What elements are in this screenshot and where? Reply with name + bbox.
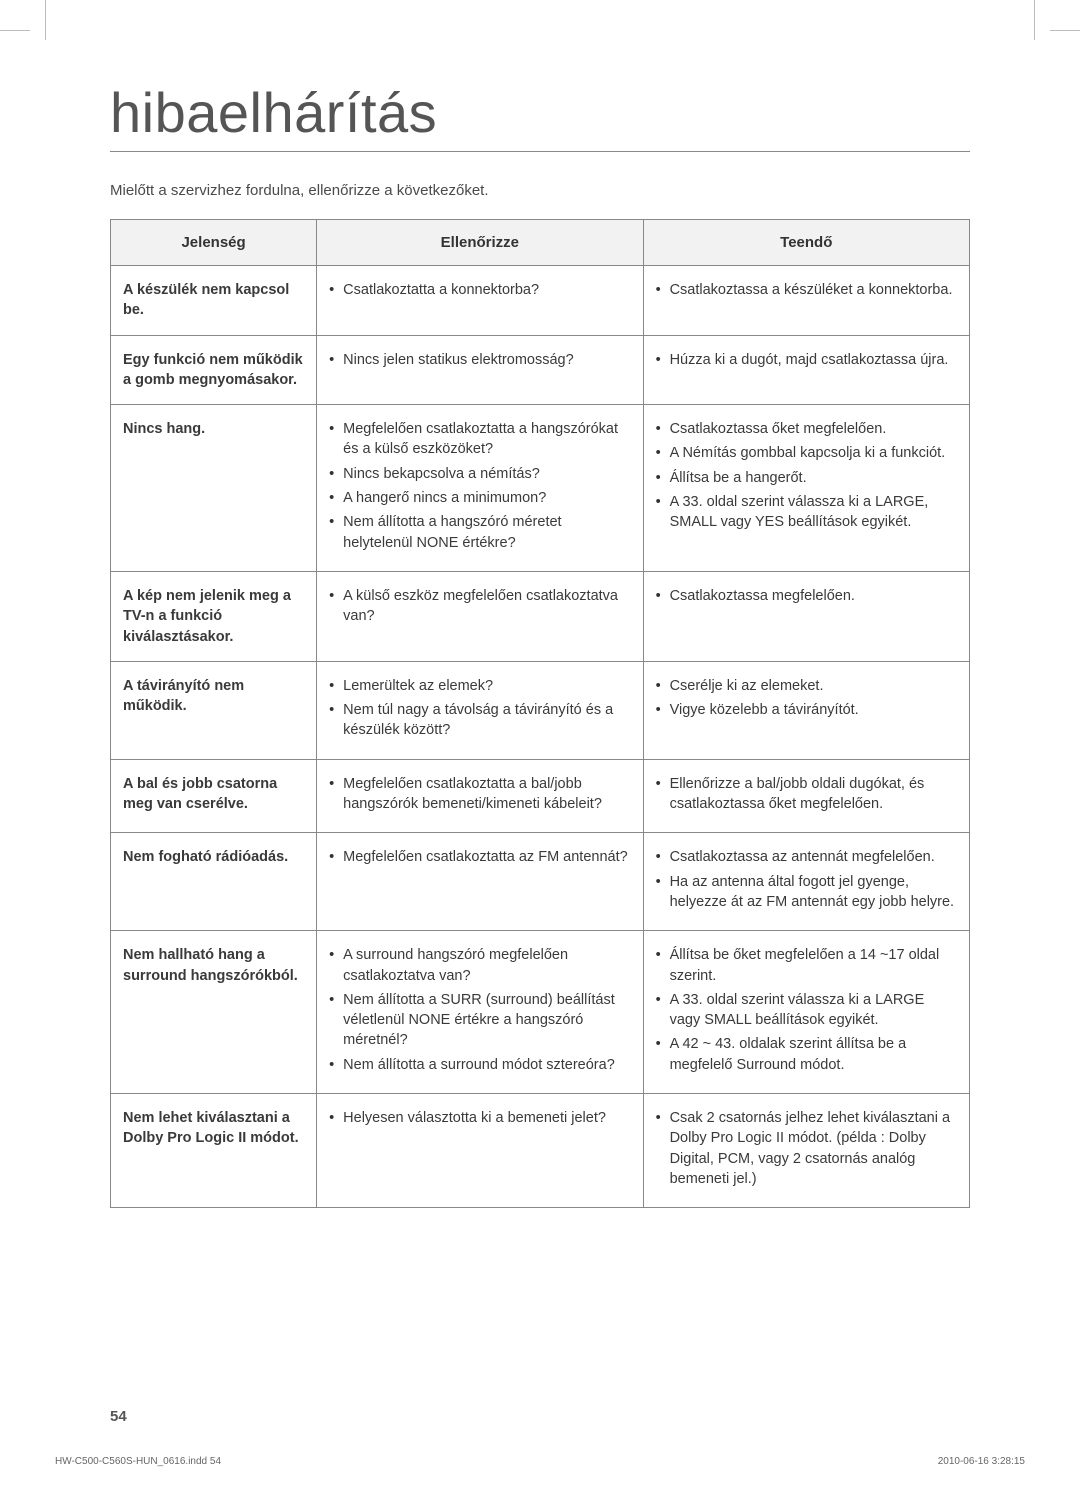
- table-row: Nem fogható rádióadás. Megfelelően csatla…: [111, 833, 970, 931]
- action-cell: Állítsa be őket megfelelően a 14 ~17 old…: [643, 931, 969, 1094]
- action-item: A Némítás gombbal kapcsolja ki a funkció…: [656, 443, 957, 463]
- action-item: Állítsa be őket megfelelően a 14 ~17 old…: [656, 945, 957, 986]
- action-item: Ellenőrizze a bal/jobb oldali dugókat, é…: [656, 774, 957, 815]
- table-row: A kép nem jelenik meg a TV-n a funkció k…: [111, 571, 970, 661]
- check-item: Nem állította a surround módot sztereóra…: [329, 1055, 630, 1075]
- symptom-cell: Nem fogható rádióadás.: [111, 833, 317, 931]
- column-header-symptom: Jelenség: [111, 220, 317, 266]
- column-header-action: Teendő: [643, 220, 969, 266]
- check-item: Lemerültek az elemek?: [329, 676, 630, 696]
- action-cell: Csak 2 csatornás jelhez lehet kiválaszta…: [643, 1094, 969, 1208]
- action-cell: Ellenőrizze a bal/jobb oldali dugókat, é…: [643, 759, 969, 833]
- action-item: Ha az antenna által fogott jel gyenge, h…: [656, 872, 957, 913]
- check-item: Megfelelően csatlakoztatta az FM antenná…: [329, 847, 630, 867]
- action-item: Csatlakoztassa a készüléket a konnektorb…: [656, 280, 957, 300]
- check-cell: Nincs jelen statikus elektromosság?: [317, 335, 643, 405]
- symptom-cell: A bal és jobb csatorna meg van cserélve.: [111, 759, 317, 833]
- check-item: Megfelelően csatlakoztatta a hangszóróka…: [329, 419, 630, 460]
- check-cell: A külső eszköz megfelelően csatlakoztatv…: [317, 571, 643, 661]
- column-header-check: Ellenőrizze: [317, 220, 643, 266]
- check-item: Nem állította a SURR (surround) beállítá…: [329, 990, 630, 1051]
- symptom-cell: A távirányító nem működik.: [111, 661, 317, 759]
- check-cell: A surround hangszóró megfelelően csatlak…: [317, 931, 643, 1094]
- crop-mark: [45, 0, 46, 40]
- check-cell: Megfelelően csatlakoztatta az FM antenná…: [317, 833, 643, 931]
- footer-filename: HW-C500-C560S-HUN_0616.indd 54: [55, 1456, 221, 1467]
- check-item: Helyesen választotta ki a bemeneti jelet…: [329, 1108, 630, 1128]
- page-title: hibaelhárítás: [110, 80, 970, 152]
- action-item: Cserélje ki az elemeket.: [656, 676, 957, 696]
- check-item: Nem állította a hangszóró méretet helyte…: [329, 512, 630, 553]
- action-item: Állítsa be a hangerőt.: [656, 468, 957, 488]
- check-item: Nincs bekapcsolva a némítás?: [329, 464, 630, 484]
- action-item: A 33. oldal szerint válassza ki a LARGE …: [656, 990, 957, 1031]
- check-cell: Lemerültek az elemek? Nem túl nagy a távo…: [317, 661, 643, 759]
- symptom-cell: Nem lehet kiválasztani a Dolby Pro Logic…: [111, 1094, 317, 1208]
- action-cell: Csatlakoztassa a készüléket a konnektorb…: [643, 266, 969, 336]
- action-item: Vigye közelebb a távirányítót.: [656, 700, 957, 720]
- table-row: Nincs hang. Megfelelően csatlakoztatta a …: [111, 405, 970, 572]
- table-row: Egy funkció nem működik a gomb megnyomás…: [111, 335, 970, 405]
- crop-mark: [1050, 30, 1080, 31]
- check-item: Nincs jelen statikus elektromosság?: [329, 350, 630, 370]
- action-cell: Csatlakoztassa megfelelően.: [643, 571, 969, 661]
- symptom-cell: Nem hallható hang a surround hangszórókb…: [111, 931, 317, 1094]
- check-item: Megfelelően csatlakoztatta a bal/jobb ha…: [329, 774, 630, 815]
- troubleshoot-table: Jelenség Ellenőrizze Teendő A készülék n…: [110, 219, 970, 1208]
- action-item: A 33. oldal szerint válassza ki a LARGE,…: [656, 492, 957, 533]
- symptom-cell: A kép nem jelenik meg a TV-n a funkció k…: [111, 571, 317, 661]
- check-cell: Helyesen választotta ki a bemeneti jelet…: [317, 1094, 643, 1208]
- check-cell: Megfelelően csatlakoztatta a hangszóróka…: [317, 405, 643, 572]
- action-item: Csatlakoztassa őket megfelelően.: [656, 419, 957, 439]
- check-cell: Megfelelően csatlakoztatta a bal/jobb ha…: [317, 759, 643, 833]
- symptom-cell: Egy funkció nem működik a gomb megnyomás…: [111, 335, 317, 405]
- table-row: Nem lehet kiválasztani a Dolby Pro Logic…: [111, 1094, 970, 1208]
- table-row: A távirányító nem működik.Lemerültek az …: [111, 661, 970, 759]
- symptom-cell: A készülék nem kapcsol be.: [111, 266, 317, 336]
- check-item: A surround hangszóró megfelelően csatlak…: [329, 945, 630, 986]
- intro-text: Mielőtt a szervizhez fordulna, ellenőriz…: [110, 182, 970, 199]
- table-row: A bal és jobb csatorna meg van cserélve.…: [111, 759, 970, 833]
- action-item: Húzza ki a dugót, majd csatlakoztassa új…: [656, 350, 957, 370]
- table-header-row: Jelenség Ellenőrizze Teendő: [111, 220, 970, 266]
- check-item: Csatlakoztatta a konnektorba?: [329, 280, 630, 300]
- action-cell: Csatlakoztassa őket megfelelően. A Némítá…: [643, 405, 969, 572]
- footer-timestamp: 2010-06-16 3:28:15: [938, 1456, 1025, 1467]
- action-cell: Húzza ki a dugót, majd csatlakoztassa új…: [643, 335, 969, 405]
- page-number: 54: [110, 1408, 127, 1425]
- action-item: Csak 2 csatornás jelhez lehet kiválaszta…: [656, 1108, 957, 1189]
- check-item: A hangerő nincs a minimumon?: [329, 488, 630, 508]
- check-cell: Csatlakoztatta a konnektorba?: [317, 266, 643, 336]
- action-cell: Csatlakoztassa az antennát megfelelően. H…: [643, 833, 969, 931]
- action-item: Csatlakoztassa megfelelően.: [656, 586, 957, 606]
- action-item: Csatlakoztassa az antennát megfelelően.: [656, 847, 957, 867]
- action-item: A 42 ~ 43. oldalak szerint állítsa be a …: [656, 1034, 957, 1075]
- table-row: A készülék nem kapcsol be. Csatlakoztatta…: [111, 266, 970, 336]
- check-item: A külső eszköz megfelelően csatlakoztatv…: [329, 586, 630, 627]
- action-cell: Cserélje ki az elemeket. Vigye közelebb a…: [643, 661, 969, 759]
- symptom-cell: Nincs hang.: [111, 405, 317, 572]
- crop-mark: [0, 30, 30, 31]
- check-item: Nem túl nagy a távolság a távirányító és…: [329, 700, 630, 741]
- table-row: Nem hallható hang a surround hangszórókb…: [111, 931, 970, 1094]
- crop-mark: [1034, 0, 1035, 40]
